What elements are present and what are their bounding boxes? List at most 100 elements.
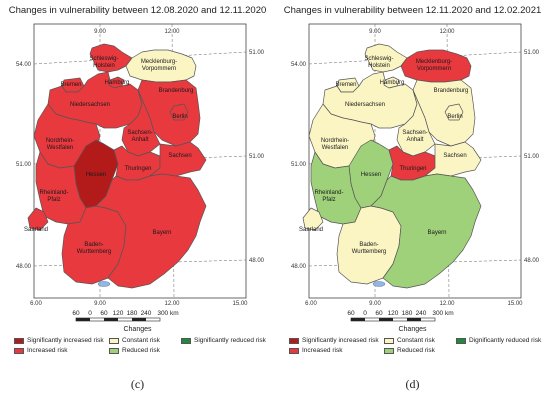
legend-title: Changes [398, 326, 427, 333]
scale-label: 300 km [432, 310, 453, 317]
state-label-st: Sachsen-Anhalt [402, 130, 427, 143]
legend-label: Increased risk [27, 347, 68, 354]
legend-label: Significantly increased risk [302, 337, 379, 344]
lat-label-right: 51.00 [524, 50, 540, 56]
scale-bar-segment [132, 318, 146, 321]
state-label-be: Berlin [447, 114, 462, 120]
lon-label: 6.00 [305, 301, 317, 307]
scale-label: 240 [416, 310, 427, 317]
legend-item-constant: Constant risk [109, 337, 160, 344]
lat-label-right: 51.00 [524, 154, 540, 160]
state-label-sl: Saarland [299, 227, 323, 233]
swatch-increased [14, 347, 24, 354]
legend-label: Significantly reduced risk [194, 337, 266, 344]
state-label-ni: Niedersachsen [345, 102, 385, 108]
state-label-bw: Baden-Wurttemberg [77, 242, 112, 255]
swatch-constant [109, 337, 119, 344]
scale-bar-segment [351, 318, 365, 321]
scale-label: 240 [141, 310, 152, 317]
germany-map-d: Schleswig-Holstein Mecklenburg-Vorpommern… [291, 23, 540, 322]
state-by [95, 173, 207, 289]
scale-label: 60 [100, 310, 108, 317]
germany-map-c: Schleswig-Holstein Mecklenburg-Vorpommern… [16, 23, 265, 322]
legend-label: Dignificantly reduced risk [469, 337, 542, 344]
lon-label: 9.00 [369, 301, 381, 307]
scale-label: 300 km [157, 310, 178, 317]
legend-item-reduced: Reduced risk [384, 347, 435, 354]
legend-label: Increased risk [302, 347, 343, 354]
legend-item-increased: Increased risk [289, 347, 342, 354]
lon-label: 12.00 [164, 301, 180, 307]
lon-label: 15.00 [507, 301, 523, 307]
lat-label-left: 48.00 [291, 264, 307, 270]
lat-label-left: 51.00 [291, 162, 307, 168]
lon-label: 6.00 [30, 301, 42, 307]
state-label-mv: Mecklenburg-Vorpommern [416, 59, 452, 72]
state-label-he: Hessen [86, 172, 106, 178]
lon-label-top: 9.00 [94, 29, 106, 35]
state-be [169, 103, 189, 121]
scale-bar-segment [379, 318, 393, 321]
lake [372, 281, 386, 287]
swatch-reduced [109, 347, 119, 354]
state-label-he: Hessen [361, 172, 381, 178]
state-label-hb: Bremen [60, 82, 81, 88]
state-label-by: Bayern [427, 230, 446, 236]
swatch-constant [384, 337, 394, 344]
state-be [444, 103, 464, 121]
lat-label-right: 51.00 [249, 154, 265, 160]
state-sn [424, 141, 482, 177]
lon-label: 15.00 [232, 301, 248, 307]
lat-label-left: 51.00 [16, 162, 32, 168]
state-label-rp: Rheinland-Pfalz [314, 190, 343, 203]
lon-label: 9.00 [94, 301, 106, 307]
scale-bar-segment [407, 318, 421, 321]
state-sl [27, 207, 49, 231]
state-label-sh: Schleswig-Holstein [89, 56, 118, 69]
swatch-increased [289, 347, 299, 354]
lon-label-top: 12.00 [439, 29, 455, 35]
swatch-sig-increased [14, 337, 24, 344]
scale-label: 0 [88, 310, 92, 317]
legend-item-constant: Constant risk [384, 337, 435, 344]
lat-label-left: 48.00 [16, 264, 32, 270]
scale-label: 60 [347, 310, 355, 317]
lat-label-left: 54.00 [291, 62, 307, 68]
scale-bar: 60 0 60 120 180 240 300 km [72, 310, 179, 322]
state-labels: Schleswig-Holstein Mecklenburg-Vorpommern… [299, 56, 468, 255]
legend-item-sig-reduced: Dignificantly reduced risk [456, 337, 541, 344]
state-sn [149, 141, 207, 177]
map-title: Changes in vulnerability between 12.11.2… [283, 5, 542, 16]
lon-label-top: 9.00 [369, 29, 381, 35]
state-label-mv: Mecklenburg-Vorpommern [141, 59, 177, 72]
legend-title: Changes [123, 326, 152, 333]
scale-label: 60 [72, 310, 80, 317]
state-label-sh: Schleswig-Holstein [364, 56, 393, 69]
states [302, 43, 482, 289]
legend-label: Constant risk [122, 337, 160, 344]
legend-item-sig-increased: Significantly increased risk [289, 337, 379, 344]
state-label-hh: Hamburg [105, 80, 130, 86]
swatch-reduced [384, 347, 394, 354]
state-label-ni: Niedersachsen [70, 102, 110, 108]
lat-label-left: 54.00 [16, 62, 32, 68]
map-panel-c: Changes in vulnerability between 12.08.2… [8, 5, 267, 391]
state-label-bb: Brandenburg [434, 88, 469, 94]
map-panel-d: Changes in vulnerability between 12.11.2… [275, 0, 550, 400]
scale-label: 0 [363, 310, 367, 317]
scale-label: 180 [402, 310, 413, 317]
state-label-bw: Baden-Wurttemberg [352, 242, 387, 255]
state-label-sl: Saarland [24, 227, 48, 233]
lon-label: 12.00 [439, 301, 455, 307]
swatch-sig-reduced [456, 337, 466, 344]
scale-bar-segment [76, 318, 90, 321]
scale-label: 180 [127, 310, 138, 317]
scale-label: 60 [375, 310, 383, 317]
state-label-th: Thuringen [399, 166, 426, 172]
legend-label: Significantly increased risk [27, 337, 104, 344]
lat-label-right: 48.00 [249, 258, 265, 264]
state-sl [302, 207, 324, 231]
map-title: Changes in vulnerability between 12.08.2… [8, 5, 267, 16]
swatch-sig-reduced [181, 337, 191, 344]
scale-bar-segment [104, 318, 118, 321]
